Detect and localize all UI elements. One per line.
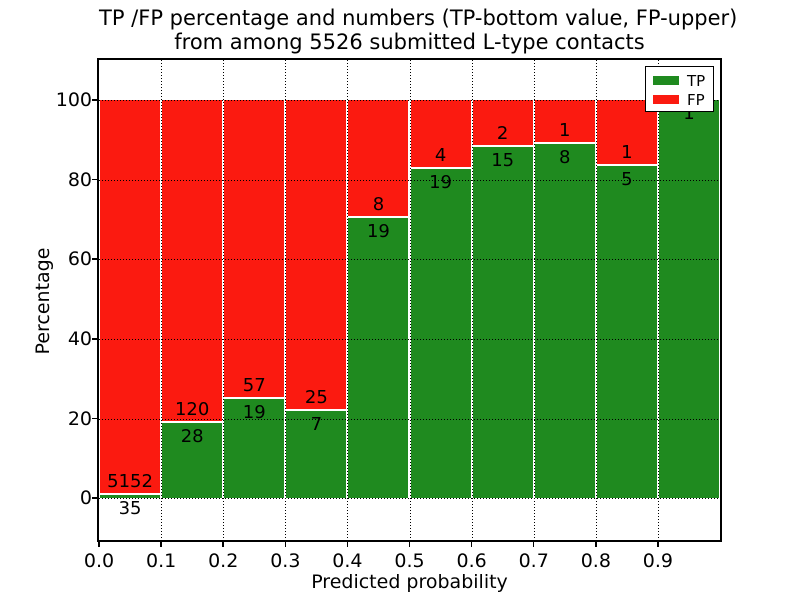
x-tick: [346, 542, 349, 547]
x-tick-label: 0.4: [332, 550, 363, 572]
y-tick: [92, 178, 97, 181]
annotation-tp-count: 5: [621, 169, 633, 191]
y-tick-label: 60: [67, 248, 92, 271]
x-tick-label: 0.5: [394, 550, 425, 572]
bar-segment-fp: [285, 99, 348, 412]
x-tick-label: 0.2: [208, 550, 239, 572]
bar-segment-tp: [471, 146, 534, 499]
tp-swatch-icon: [653, 76, 679, 85]
legend: TP FP: [645, 66, 714, 112]
y-tick: [92, 497, 97, 499]
y-tick-label: 100: [55, 88, 92, 111]
x-tick: [595, 542, 597, 547]
y-tick: [92, 417, 97, 420]
x-tick-label: 0.8: [580, 550, 611, 572]
bar-segment-tp: [347, 217, 410, 499]
annotation-tp-count: 1: [683, 102, 695, 124]
v-gridline: [161, 60, 163, 540]
bar-segment-fp: [347, 99, 410, 218]
legend-label-fp: FP: [687, 90, 705, 109]
annotation-fp-count: 120: [174, 398, 210, 420]
bar-segment-tp: [657, 99, 720, 499]
legend-item-fp: FP: [653, 90, 713, 109]
y-axis-label: Percentage: [32, 247, 54, 355]
bar-segment-fp: [533, 99, 596, 145]
annotation-fp-count: 1: [621, 142, 633, 164]
chart-title-line-1: TP /FP percentage and numbers (TP-bottom…: [99, 6, 738, 30]
bar-segment-tp: [99, 495, 162, 499]
bar-segment-fp: [223, 99, 286, 399]
chart-title: TP /FP percentage and numbers (TP-bottom…: [99, 6, 738, 54]
bar-segment-fp: [409, 99, 472, 170]
bar-segment-fp: [161, 99, 224, 423]
annotation-tp-count: 19: [429, 172, 452, 194]
annotation-tp-count: 19: [242, 401, 266, 423]
x-tick: [408, 542, 411, 547]
y-tick: [92, 258, 97, 260]
x-tick: [532, 542, 535, 547]
annotation-fp-count: 5152: [107, 471, 153, 493]
x-tick-label: 0.6: [456, 550, 487, 572]
annotation-fp-count: 57: [242, 374, 266, 396]
x-tick-label: 0.7: [518, 550, 549, 572]
x-axis-label: Predicted probability: [311, 571, 508, 593]
annotation-fp-count: 25: [304, 387, 328, 409]
bar-segment-tp: [223, 398, 286, 499]
annotation-tp-count: 28: [180, 425, 204, 447]
annotation-tp-count: 15: [491, 149, 515, 171]
annotation-tp-count: 19: [366, 220, 390, 242]
y-tick-label: 40: [67, 327, 92, 350]
x-tick: [160, 542, 162, 547]
v-gridline: [223, 60, 225, 540]
v-gridline: [285, 60, 287, 540]
y-tick-label: 80: [67, 168, 92, 191]
fp-swatch-icon: [653, 95, 679, 104]
x-tick-label: 0.3: [270, 550, 301, 572]
annotation-fp-count: 2: [496, 122, 509, 144]
bar-segment-tp: [595, 166, 658, 499]
legend-label-tp: TP: [687, 71, 706, 90]
x-tick-label: 0.9: [642, 550, 673, 572]
chart-title-line-2: from among 5526 submitted L-type contact…: [174, 30, 645, 54]
bar-segment-tp: [285, 411, 348, 499]
y-tick-label: 0: [79, 487, 92, 510]
y-tick-label: 20: [67, 407, 92, 430]
x-tick: [222, 542, 224, 547]
v-gridline: [347, 60, 349, 540]
annotation-fp-count: 1: [559, 120, 571, 142]
annotation-fp-count: 4: [434, 145, 447, 167]
x-tick: [98, 542, 100, 547]
bar-segment-fp: [99, 99, 162, 496]
v-gridline: [657, 60, 659, 540]
y-tick: [92, 99, 97, 101]
plot-area: 5152 35 120 28 57 19 25 7 8 19 4 19 2 15 1 8 1 5 1: [99, 60, 720, 540]
x-tick-label: 0.1: [145, 550, 177, 572]
annotation-tp-count: 8: [559, 147, 571, 169]
annotation-fp-count: 8: [372, 193, 385, 215]
x-tick: [657, 542, 659, 547]
v-gridline: [471, 60, 473, 540]
annotation-tp-count: 7: [310, 414, 323, 436]
bar-segment-fp: [471, 99, 534, 147]
y-tick: [92, 338, 97, 340]
x-tick: [284, 542, 287, 547]
annotation-tp-count: 35: [118, 498, 142, 520]
legend-item-tp: TP: [653, 71, 713, 90]
x-tick-label: 0.0: [83, 550, 115, 572]
bar-segment-tp: [409, 169, 472, 499]
bar-segment-tp: [533, 144, 596, 499]
x-tick: [470, 542, 473, 547]
v-gridline: [409, 60, 411, 540]
v-gridline: [533, 60, 535, 540]
v-gridline: [595, 60, 597, 540]
